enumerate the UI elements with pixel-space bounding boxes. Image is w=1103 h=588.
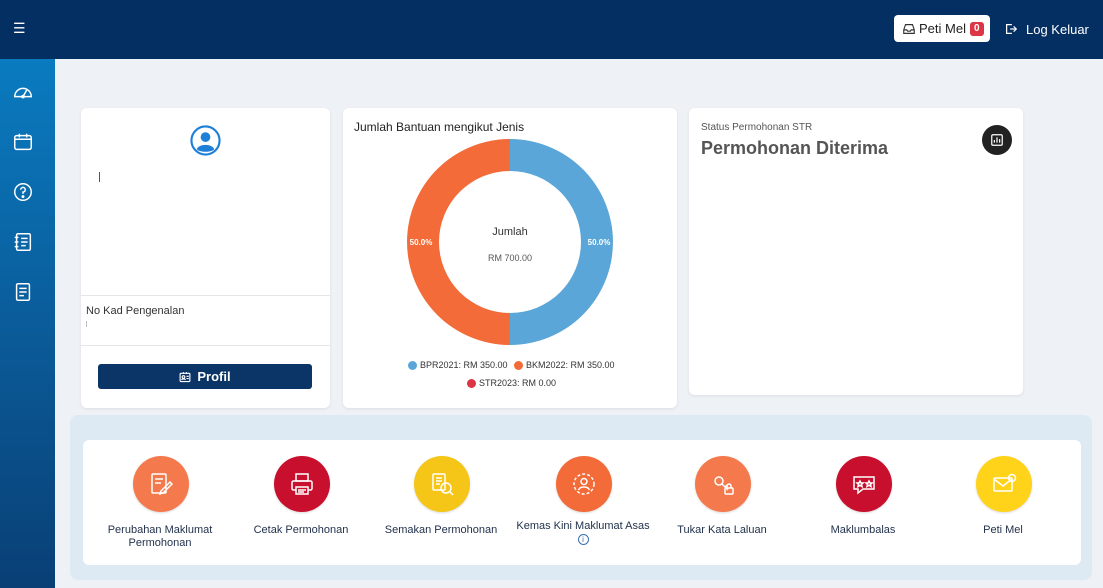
profile-gear-icon [556, 456, 612, 512]
chart-card: Jumlah Bantuan mengikut Jenis Jumlah RM … [343, 108, 677, 408]
donut-percent-label: 50.0% [588, 238, 611, 247]
profile-button[interactable]: Profil [98, 364, 312, 389]
menu-item-kemas-kini-maklumat[interactable]: Kemas Kini Maklumat Asas i [513, 440, 653, 565]
ic-number-label: No Kad Pengenalan [86, 305, 185, 317]
legend-label: BPR2021: RM 350.00 [420, 360, 508, 370]
donut-chart: Jumlah RM 700.00 50.0% 50.0% [407, 139, 613, 345]
menu-item-peti-mel[interactable]: Peti Mel [933, 440, 1073, 565]
sidebar-item-calendar[interactable] [12, 131, 34, 153]
divider [81, 295, 330, 296]
inbox-icon [903, 23, 915, 34]
profile-button-label: Profil [197, 369, 231, 384]
profile-card: No Kad Pengenalan Profil [81, 108, 330, 408]
feedback-icon [836, 456, 892, 512]
donut-center-value: RM 700.00 [488, 253, 532, 263]
menu-label: Peti Mel [983, 524, 1023, 536]
menu-item-maklumbalas[interactable]: Maklumbalas [793, 440, 933, 565]
donut-slice-bpr2021[interactable] [510, 139, 613, 345]
dashboard-icon [14, 87, 32, 99]
legend-label: BKM2022: RM 350.00 [526, 360, 615, 370]
menu-item-cetak-permohonan[interactable]: Cetak Permohonan [231, 440, 371, 565]
edit-form-icon [133, 456, 189, 512]
donut-slice-bkm2022[interactable] [407, 139, 510, 345]
divider [81, 345, 330, 346]
legend-dot [514, 360, 523, 370]
legend-item[interactable]: BPR2021: RM 350.00 [408, 360, 508, 370]
calendar-icon [14, 133, 32, 151]
sidebar-item-help[interactable] [12, 181, 34, 203]
donut-center-label: Jumlah [492, 226, 527, 238]
legend-label: STR2023: RM 0.00 [479, 378, 557, 388]
help-icon [14, 183, 32, 201]
sidebar-item-notebook[interactable] [12, 231, 34, 253]
id-card-icon [179, 371, 191, 382]
legend-item[interactable]: BKM2022: RM 350.00 [514, 360, 615, 370]
menu-label: Kemas Kini Maklumat Asas i [513, 520, 653, 546]
menu-label: Cetak Permohonan [253, 524, 349, 536]
menu-label-text: Kemas Kini Maklumat Asas [516, 520, 650, 532]
status-card: Status Permohonan STR Permohonan Diterim… [689, 108, 1023, 395]
bar-chart-glyph [991, 134, 1003, 146]
mailbox-count-badge: 0 [969, 21, 984, 36]
mailbox-button[interactable]: Peti Mel 0 [894, 15, 990, 42]
legend-item[interactable]: STR2023: RM 0.00 [467, 378, 556, 388]
quick-menu-section: Perubahan Maklumat Permohonan Cetak Perm… [70, 415, 1092, 580]
logout-icon [1006, 24, 1018, 34]
user-avatar-icon [190, 125, 221, 156]
menu-label: Maklumbalas [830, 524, 896, 536]
quick-menu-card: Perubahan Maklumat Permohonan Cetak Perm… [83, 440, 1081, 565]
chart-title: Jumlah Bantuan mengikut Jenis [354, 120, 525, 134]
notebook-icon [14, 233, 32, 251]
top-navbar: ☰ Peti Mel 0 Log Keluar [0, 0, 1103, 59]
logout-button[interactable]: Log Keluar [1004, 20, 1089, 38]
logout-label: Log Keluar [1026, 21, 1089, 37]
mailbox-label: Peti Mel [919, 21, 966, 36]
menu-item-tukar-kata-laluan[interactable]: Tukar Kata Laluan [652, 440, 792, 565]
document-icon [15, 283, 31, 301]
donut-percent-label: 50.0% [410, 238, 433, 247]
menu-label: Tukar Kata Laluan [677, 524, 767, 536]
mail-icon [976, 456, 1032, 512]
lock-key-icon [695, 456, 751, 512]
sidebar-item-document[interactable] [12, 281, 34, 303]
menu-label: Perubahan Maklumat Permohonan [107, 524, 213, 549]
menu-item-perubahan-maklumat[interactable]: Perubahan Maklumat Permohonan [90, 440, 230, 565]
printer-icon [274, 456, 330, 512]
sidebar-item-dashboard[interactable] [12, 81, 34, 103]
status-value: Permohonan Diterima [701, 138, 889, 158]
sidebar [0, 59, 55, 588]
ic-number-value [86, 321, 87, 327]
status-label: Status Permohonan STR [701, 122, 813, 133]
legend-dot [467, 378, 476, 388]
profile-name-placeholder [99, 172, 100, 182]
menu-label: Semakan Permohonan [384, 524, 498, 536]
menu-item-semakan-permohonan[interactable]: Semakan Permohonan [371, 440, 511, 565]
document-search-icon [414, 456, 470, 512]
hamburger-icon[interactable]: ☰ [13, 20, 26, 36]
info-icon[interactable]: i [577, 534, 589, 545]
legend-dot [408, 360, 417, 370]
chart-icon[interactable] [982, 125, 1012, 155]
